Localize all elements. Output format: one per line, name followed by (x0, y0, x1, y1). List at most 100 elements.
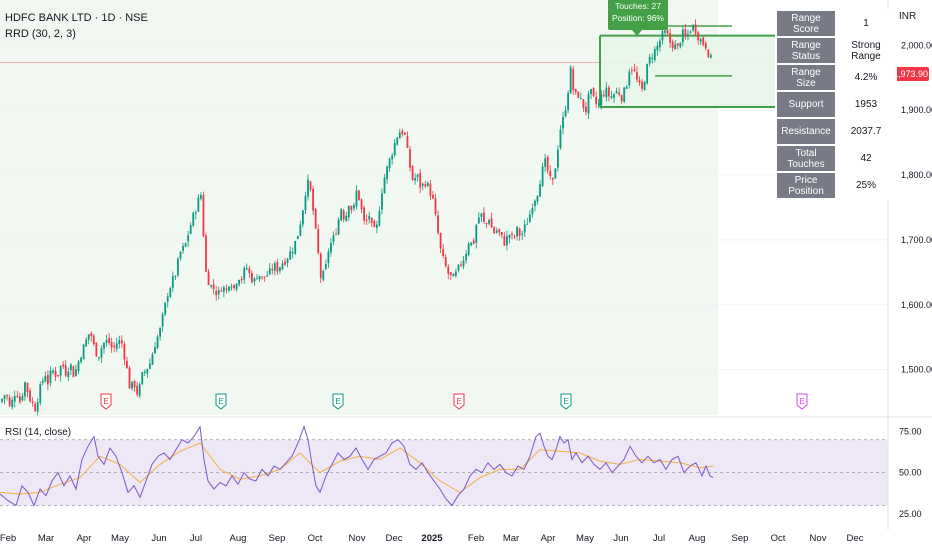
candle-body (638, 80, 641, 83)
candle-body (646, 64, 649, 84)
candle-body (120, 340, 123, 344)
candle-body (355, 190, 358, 207)
indicator-title[interactable]: RRD (30, 2, 3) (5, 28, 76, 40)
candle-body (671, 41, 674, 49)
candle-body (368, 215, 371, 220)
candle-body (684, 29, 687, 37)
earnings-marker-icon[interactable]: E (215, 393, 227, 410)
earnings-marker-icon[interactable]: E (100, 393, 112, 410)
candle-body (26, 382, 29, 393)
rsi-title[interactable]: RSI (14, close) (5, 427, 72, 438)
candle-body (156, 336, 159, 348)
candle-body (470, 242, 473, 246)
currency-label[interactable]: INR (899, 11, 917, 22)
candle-body (398, 132, 401, 139)
candle-body (381, 193, 383, 210)
candle-body (330, 242, 332, 253)
candle-body (230, 286, 233, 288)
candle-body (630, 69, 633, 71)
time-tick-label: Jun (613, 533, 628, 544)
candle-body (426, 182, 429, 187)
earnings-marker-icon[interactable]: E (796, 393, 808, 410)
candle-body (358, 190, 360, 201)
candle-body (444, 256, 447, 267)
candle-body (128, 367, 131, 389)
time-tick-label: Oct (771, 533, 786, 544)
candle-body (460, 264, 462, 266)
candle-body (154, 347, 156, 354)
stats-label: Range Size (775, 63, 837, 92)
candle-body (166, 296, 169, 302)
candle-body (523, 224, 526, 233)
earnings-marker-icon[interactable]: E (332, 393, 344, 410)
candle-body (215, 290, 218, 296)
candle-body (411, 166, 414, 181)
candle-body (317, 229, 320, 254)
candle-body (472, 240, 475, 244)
candle-body (643, 81, 646, 91)
candle-body (457, 264, 460, 271)
candle-body (416, 174, 419, 178)
price-tick-label: 1,900.00 (901, 105, 932, 115)
candle-body (6, 395, 8, 397)
candle-body (396, 137, 399, 145)
candle-body (177, 258, 179, 276)
candle-body (179, 251, 182, 259)
candle-body (279, 267, 281, 272)
time-tick-label: 2025 (421, 533, 443, 544)
candle-body (194, 212, 197, 214)
time-tick-label: Sep (732, 533, 749, 544)
candle-body (544, 158, 547, 167)
price-tick-label: 1,700.00 (901, 235, 932, 245)
candle-body (674, 44, 677, 50)
candle-body (503, 235, 506, 246)
callout-position: Position: 96% (612, 13, 664, 23)
marker-glyph: E (799, 397, 804, 406)
candle-body (342, 210, 345, 220)
range-stats-table: Range Score 1 Range Status Strong Range Rang… (775, 9, 897, 200)
candle-body (100, 348, 103, 358)
stats-value: 25% (835, 171, 897, 200)
candle-body (378, 211, 381, 226)
candle-body (67, 371, 70, 377)
candle-body (3, 395, 6, 399)
symbol-title[interactable]: HDFC BANK LTD · 1D · NSE (5, 12, 148, 24)
candle-body (44, 376, 47, 382)
candle-body (414, 178, 416, 181)
candle-body (235, 283, 238, 290)
candle-body (694, 24, 697, 34)
candle-body (608, 87, 610, 97)
candle-body (95, 342, 98, 357)
candle-body (546, 156, 549, 171)
candle-body (39, 384, 42, 403)
candle-body (210, 285, 212, 287)
candle-body (182, 245, 184, 251)
candle-body (577, 91, 580, 98)
stats-row: Resistance 2037.7 (775, 117, 897, 146)
marker-shape (560, 393, 572, 410)
candle-body (625, 86, 628, 89)
candle-body (256, 278, 258, 280)
time-tick-label: Aug (230, 533, 247, 544)
candle-body (406, 136, 409, 148)
candle-body (141, 372, 144, 385)
candle-body (386, 166, 388, 180)
earnings-marker-icon[interactable]: E (453, 393, 465, 410)
candle-body (409, 149, 411, 168)
stats-value: 1953 (835, 90, 897, 119)
candle-body (332, 235, 335, 242)
candle-body (251, 272, 253, 283)
candle-body (85, 339, 88, 347)
candle-body (600, 94, 603, 106)
candle-body (314, 208, 317, 229)
candle-body (118, 340, 121, 344)
candle-body (704, 43, 707, 49)
candle-body (587, 93, 590, 114)
candle-body (490, 218, 493, 228)
earnings-marker-icon[interactable]: E (560, 393, 572, 410)
candle-body (291, 251, 294, 254)
candle-body (47, 375, 49, 385)
candle-body (569, 67, 572, 94)
